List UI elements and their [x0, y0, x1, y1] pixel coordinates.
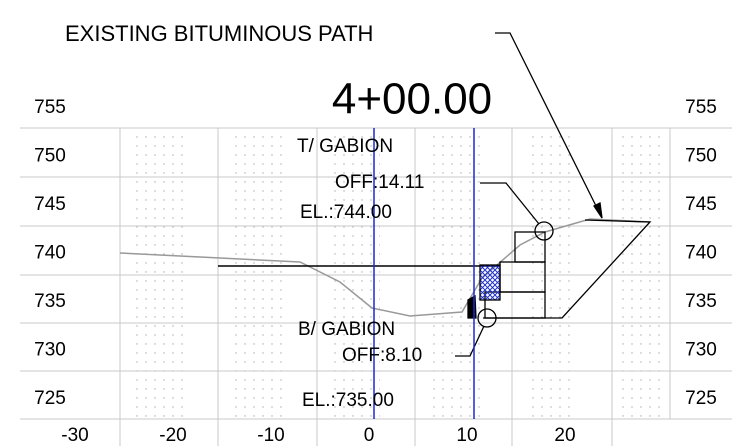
offset-label: 10	[456, 425, 477, 446]
offset-label: -20	[159, 425, 186, 446]
elevation-label: 725	[685, 388, 717, 409]
elevation-label: 750	[34, 146, 66, 167]
grid	[20, 127, 732, 446]
elevation-label: 740	[34, 243, 66, 264]
callout-label: B/ GABION	[298, 319, 395, 340]
elevation-label: 740	[685, 243, 717, 264]
callout-offset: OFF:8.10	[342, 345, 422, 366]
elevation-label: 755	[685, 97, 717, 118]
station: 4+00.00	[332, 75, 492, 124]
elevation-label: 745	[685, 194, 717, 215]
elevation-label: 735	[34, 291, 66, 312]
elevation-label: 750	[685, 146, 717, 167]
elevation-label: 735	[685, 291, 717, 312]
offset-label: 0	[364, 425, 375, 446]
offset-label: -30	[61, 425, 88, 446]
note: EXISTING BITUMINOUS PATH	[65, 21, 373, 46]
callout-elevation: EL.:735.00	[302, 390, 394, 411]
proposed-section	[455, 32, 652, 357]
elevation-label: 730	[685, 340, 717, 361]
elevation-label: 725	[34, 388, 66, 409]
offset-label: -10	[257, 425, 284, 446]
callout-elevation: EL.:744.00	[300, 202, 392, 223]
elevation-label: 730	[34, 340, 66, 361]
elevation-label: 755	[34, 97, 66, 118]
callout-label: T/ GABION	[297, 136, 393, 157]
elevation-label: 745	[34, 194, 66, 215]
offset-label: 20	[554, 425, 575, 446]
callout-offset: OFF:14.11	[335, 172, 424, 193]
dot-fill	[135, 130, 665, 418]
